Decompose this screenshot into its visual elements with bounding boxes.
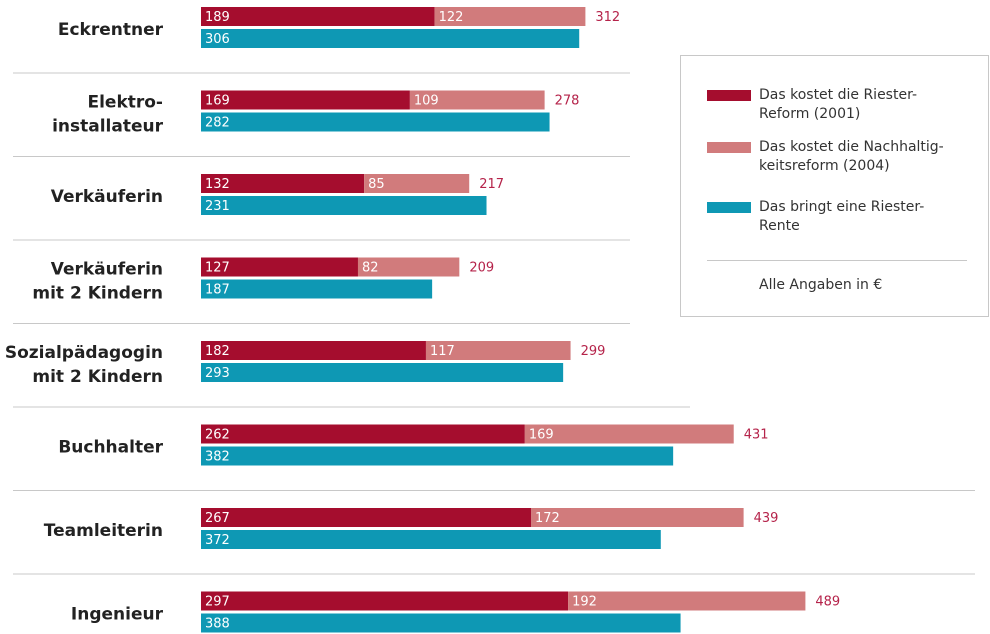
bar-rente (201, 279, 433, 299)
category-label: Verkäuferin (51, 260, 163, 280)
legend-separator (707, 260, 967, 261)
value-label-riester: 182 (205, 344, 230, 359)
category-label: Elektro- (87, 93, 163, 113)
value-label-riester: 127 (205, 261, 230, 276)
value-label-total: 217 (479, 177, 504, 192)
bar-riester (201, 591, 569, 611)
bar-rente (201, 530, 661, 549)
bar-riester (201, 7, 435, 26)
bar-nachhaltigkeit (357, 257, 460, 277)
value-label-rente: 231 (205, 199, 230, 214)
value-label-nachhaltigkeit: 192 (572, 595, 597, 610)
value-label-riester: 169 (205, 94, 230, 109)
value-label-total: 278 (555, 94, 580, 109)
bar-riester (201, 90, 410, 110)
value-label-total: 439 (754, 511, 779, 526)
category-label: Ingenieur (71, 605, 164, 625)
value-label-nachhaltigkeit: 109 (414, 94, 439, 109)
bar-rente (201, 29, 580, 48)
value-label-nachhaltigkeit: 117 (430, 344, 455, 359)
value-label-total: 312 (595, 10, 620, 25)
legend-label-rente: Das bringt eine Riester- Rente (759, 199, 925, 234)
category-label: Eckrentner (58, 20, 164, 40)
category-label: mit 2 Kindern (32, 284, 163, 304)
value-label-rente: 372 (205, 533, 230, 548)
bar-riester (201, 508, 532, 527)
bar-nachhaltigkeit (425, 341, 571, 360)
bar-rente (201, 446, 674, 466)
value-label-riester: 132 (205, 177, 230, 192)
legend-swatch-nachhaltigkeit (707, 142, 751, 153)
value-label-riester: 267 (205, 511, 230, 526)
bar-rente (201, 363, 564, 382)
legend-swatch-rente (707, 202, 751, 213)
bar-nachhaltigkeit (364, 174, 470, 193)
value-label-total: 209 (469, 261, 494, 276)
value-label-nachhaltigkeit: 85 (368, 177, 385, 192)
bar-rente (201, 112, 550, 132)
bar-nachhaltigkeit (524, 424, 734, 444)
value-label-rente: 388 (205, 617, 230, 632)
category-label: Sozialpädagogin (5, 343, 163, 363)
bar-riester (201, 341, 426, 360)
value-label-nachhaltigkeit: 169 (529, 428, 554, 443)
category-label: installateur (52, 117, 164, 137)
value-label-rente: 187 (205, 283, 230, 298)
legend-swatch-riester (707, 90, 751, 101)
legend-label-nachhaltigkeit: Das kostet die Nachhaltig- keitsreform (… (759, 139, 944, 174)
value-label-rente: 382 (205, 450, 230, 465)
legend-unit-note: Alle Angaben in € (759, 277, 883, 293)
value-label-rente: 306 (205, 32, 230, 47)
bar-nachhaltigkeit (568, 591, 806, 611)
bar-nachhaltigkeit (434, 7, 586, 26)
value-label-rente: 293 (205, 366, 230, 381)
bar-riester (201, 424, 525, 444)
value-label-total: 489 (815, 595, 840, 610)
category-label: Buchhalter (58, 438, 163, 458)
bar-nachhaltigkeit (531, 508, 744, 527)
value-label-nachhaltigkeit: 82 (362, 261, 379, 276)
bar-rente (201, 613, 681, 633)
value-label-total: 299 (581, 344, 606, 359)
bar-riester (201, 257, 358, 277)
value-label-rente: 282 (205, 116, 230, 131)
value-label-total: 431 (744, 428, 769, 443)
bar-rente (201, 196, 487, 215)
bar-nachhaltigkeit (409, 90, 545, 110)
value-label-nachhaltigkeit: 172 (535, 511, 560, 526)
value-label-riester: 297 (205, 595, 230, 610)
value-label-riester: 262 (205, 428, 230, 443)
category-label: Verkäuferin (51, 187, 163, 207)
legend-box: Das kostet die Riester- Reform (2001) Da… (680, 55, 989, 317)
value-label-nachhaltigkeit: 122 (439, 10, 464, 25)
value-label-riester: 189 (205, 10, 230, 25)
category-label: Teamleiterin (44, 521, 163, 541)
category-label: mit 2 Kindern (32, 367, 163, 387)
bar-riester (201, 174, 365, 193)
legend-label-riester: Das kostet die Riester- Reform (2001) (759, 87, 917, 122)
